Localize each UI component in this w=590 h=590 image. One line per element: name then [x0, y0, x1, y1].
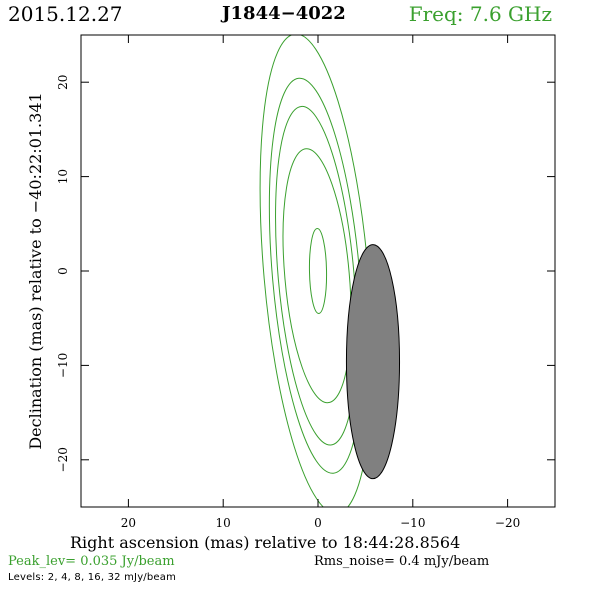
contour-level-32: [308, 228, 328, 314]
contour-level-16: [282, 148, 352, 404]
x-axis-label: Right ascension (mas) relative to 18:44:…: [70, 533, 461, 552]
peak-level: Peak_lev= 0.035 Jy/beam: [8, 554, 175, 569]
beam-ellipse: [345, 244, 401, 480]
observation-date: 2015.12.27: [8, 2, 123, 26]
frequency-label: Freq: 7.6 GHz: [408, 2, 552, 26]
y-tick-label: 0: [56, 267, 70, 275]
contour-levels: Levels: 2, 4, 8, 16, 32 mJy/beam: [8, 572, 177, 583]
source-name: J1844−4022: [222, 3, 346, 24]
y-tick-label: 20: [56, 75, 70, 90]
y-tick-label: 10: [56, 169, 70, 184]
rms-noise: Rms_noise= 0.4 mJy/beam: [314, 554, 490, 569]
y-tick-label: −20: [56, 447, 70, 472]
x-tick-label: 20: [121, 516, 136, 530]
contour-level-8: [275, 105, 358, 446]
x-tick-label: −20: [495, 516, 520, 530]
x-tick-label: 10: [216, 516, 231, 530]
y-tick-label: −10: [56, 353, 70, 378]
x-tick-label: 0: [314, 516, 322, 530]
plot-frame: [80, 34, 556, 508]
x-tick-label: −10: [400, 516, 425, 530]
y-axis-label: Declination (mas) relative to −40:22:01.…: [26, 92, 45, 449]
